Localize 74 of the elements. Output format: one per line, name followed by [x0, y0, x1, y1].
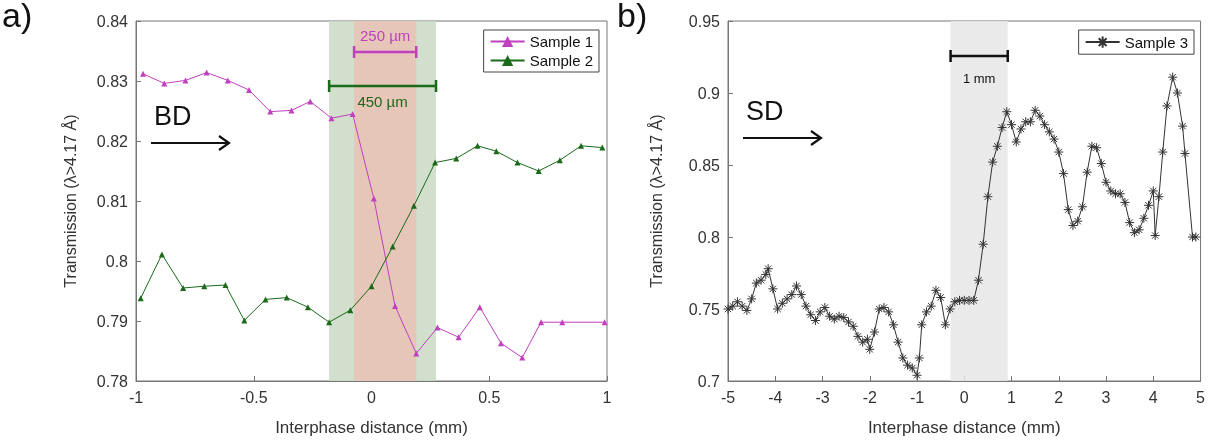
point — [180, 285, 187, 291]
x-tick-label: -3 — [815, 388, 830, 406]
point — [246, 87, 253, 93]
y-tick-label: 0.82 — [96, 132, 129, 150]
x-axis-title: Interphase distance (mm) — [275, 418, 468, 437]
chart-title: b) — [617, 0, 648, 35]
y-tick-label: 0.85 — [688, 156, 721, 174]
legend-label: Sample 1 — [529, 33, 594, 50]
x-tick-label: 1 — [1007, 388, 1017, 406]
x-tick-label: -0.5 — [239, 388, 268, 406]
legend-label: Sample 2 — [529, 52, 594, 69]
point — [538, 319, 545, 326]
point — [599, 144, 606, 151]
point — [368, 283, 375, 290]
x-tick-label: 0 — [367, 388, 377, 406]
point — [389, 243, 396, 250]
x-tick-label: -2 — [862, 388, 877, 406]
x-tick-label: 0 — [959, 388, 969, 406]
point — [326, 319, 333, 326]
point — [182, 77, 189, 84]
y-tick-label: 0.79 — [96, 312, 129, 330]
y-tick-label: 0.84 — [96, 12, 129, 30]
point — [556, 157, 563, 164]
point — [328, 115, 335, 122]
point — [304, 304, 311, 311]
point — [203, 69, 210, 76]
y-tick-label: 0.8 — [105, 252, 129, 270]
point — [262, 296, 269, 303]
y-axis-title: Transmission (λ>4.17 Å) — [60, 114, 79, 288]
band-label: 1 mm — [962, 71, 996, 86]
x-axis-title: Interphase distance (mm) — [867, 418, 1061, 437]
x-tick-label: 1 — [602, 388, 612, 406]
point — [267, 108, 274, 115]
point — [578, 142, 585, 149]
x-tick-label: 2 — [1054, 388, 1064, 406]
band-label: 450 µm — [357, 93, 408, 110]
point — [601, 319, 608, 326]
y-tick-label: 0.7 — [697, 372, 721, 390]
y-tick-label: 0.95 — [688, 12, 721, 30]
annotation: BD — [154, 101, 192, 132]
point — [455, 334, 462, 341]
band-label: 250 µm — [359, 27, 411, 44]
x-tick-label: -1 — [909, 388, 925, 406]
y-axis-title: Transmission (λ>4.17 Å) — [646, 114, 665, 288]
y-tick-label: 0.81 — [96, 192, 129, 210]
x-tick-label: 0.5 — [478, 388, 501, 406]
point — [140, 70, 147, 77]
x-tick-label: 3 — [1101, 388, 1111, 406]
point — [283, 294, 290, 301]
point — [410, 202, 417, 209]
y-tick-label: 0.78 — [96, 372, 129, 390]
chart-title: a) — [2, 0, 33, 35]
x-tick-label: -4 — [768, 388, 783, 406]
y-tick-label: 0.8 — [697, 228, 721, 246]
point — [514, 159, 521, 166]
point — [432, 159, 439, 166]
point — [222, 282, 229, 288]
point — [519, 354, 526, 361]
x-tick-label: 5 — [1196, 388, 1206, 406]
x-tick-label: 4 — [1148, 388, 1158, 406]
point — [370, 195, 377, 202]
legend-label: Sample 3 — [1124, 33, 1189, 51]
point — [535, 168, 542, 174]
annotation: SD — [746, 96, 784, 127]
point — [349, 111, 356, 117]
x-tick-label: -1 — [128, 388, 144, 406]
y-tick-label: 0.9 — [697, 84, 721, 102]
point — [498, 340, 505, 347]
point — [392, 303, 399, 309]
point — [474, 142, 481, 149]
point — [434, 324, 441, 331]
y-tick-label: 0.75 — [688, 300, 721, 318]
x-tick-label: -5 — [720, 388, 736, 406]
y-tick-label: 0.83 — [96, 72, 129, 90]
